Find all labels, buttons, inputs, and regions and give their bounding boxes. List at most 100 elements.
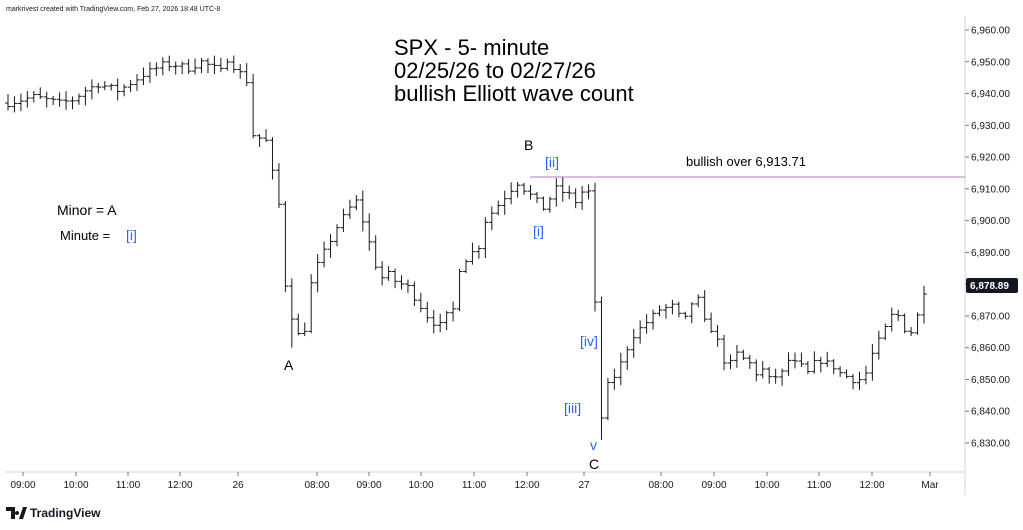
ohlc-bar (346, 199, 353, 219)
tradingview-logo-icon (6, 507, 27, 519)
x-tick-label: 11:00 (462, 480, 487, 491)
ohlc-bar (353, 195, 360, 211)
ohlc-bar (772, 368, 779, 384)
last-price-badge (966, 278, 1018, 293)
ohlc-bar (759, 360, 766, 379)
ohlc-bar (95, 83, 102, 94)
ohlc-bar (901, 313, 908, 334)
ohlc-bar (527, 185, 534, 200)
ohlc-bar (921, 285, 927, 324)
ohlc-bar (263, 129, 269, 142)
ohlc-bar (69, 96, 76, 110)
y-tick-label: 6,940.00 (971, 89, 1010, 100)
ohlc-bar (308, 274, 315, 334)
ohlc-bar (217, 57, 224, 73)
ohlc-bar (50, 96, 57, 105)
ohlc-bar (546, 196, 553, 213)
ohlc-bar (682, 311, 689, 319)
ohlc-bar (688, 302, 695, 324)
x-tick-label: 08:00 (304, 480, 329, 491)
ohlc-bar (830, 359, 837, 375)
x-tick-label: 27 (578, 480, 590, 491)
ohlc-bar (811, 351, 818, 374)
ohlc-bar (450, 301, 457, 322)
ohlc-bar (121, 84, 128, 97)
tradingview-logo: TradingView (6, 506, 101, 520)
ohlc-bar (250, 73, 257, 139)
ohlc-bar (282, 201, 289, 293)
ohlc-bar (605, 378, 611, 421)
ohlc-bar (63, 91, 69, 110)
x-tick-label: 10:00 (408, 480, 433, 491)
ohlc-bar (134, 74, 140, 91)
ohlc-bar (256, 134, 263, 147)
ohlc-bar (159, 57, 166, 76)
ohlc-bar (405, 279, 411, 294)
credit-text: markrivest created with TradingView.com,… (6, 6, 220, 13)
y-tick-label: 6,910.00 (971, 184, 1010, 195)
ohlc-bar (869, 343, 876, 381)
ohlc-bar (624, 346, 631, 370)
x-axis: 09:00 10:00 11:00 12:00 26 08:00 09:00 10:00 11:… (10, 472, 939, 491)
ohlc-bar (237, 64, 244, 79)
ohlc-bar (888, 307, 895, 332)
ohlc-bar (417, 292, 424, 313)
ohlc-bar (30, 90, 37, 103)
ohlc-bar (856, 371, 863, 391)
ohlc-bar (611, 368, 618, 390)
ohlc-bar (740, 349, 747, 361)
ohlc-bar (469, 242, 476, 265)
y-tick-label: 6,840.00 (971, 407, 1010, 418)
ohlc-bar (11, 96, 18, 113)
ohlc-bar (179, 61, 186, 75)
ohlc-bar (88, 79, 95, 100)
wave-v-label: v (590, 437, 597, 453)
ohlc-bar (501, 190, 508, 215)
y-tick-label: 6,850.00 (971, 375, 1010, 386)
ohlc-bar (824, 351, 831, 368)
ohlc-bar (482, 217, 489, 259)
wave-b-label: B (524, 137, 533, 153)
minor-a-label: Minor = A (57, 202, 117, 218)
ohlc-bar (424, 301, 431, 323)
ohlc-bar (243, 63, 250, 87)
ohlc-bar (147, 62, 153, 83)
ohlc-bar (817, 356, 824, 373)
ohlc-bar (198, 58, 205, 74)
ohlc-bar (437, 313, 444, 333)
ohlc-bar (372, 235, 379, 270)
ohlc-bar (663, 303, 669, 319)
ohlc-bar (798, 352, 805, 368)
ohlc-bar (779, 368, 785, 386)
ohlc-bar (398, 275, 405, 290)
ohlc-bar (301, 322, 308, 337)
ohlc-bar (553, 178, 560, 207)
ohlc-bar (269, 137, 276, 180)
ohlc-bar (166, 55, 173, 72)
y-tick-label: 6,950.00 (971, 57, 1010, 68)
ohlc-bar (598, 296, 605, 440)
ohlc-bar (334, 224, 340, 247)
ohlc-bar (650, 309, 656, 330)
wave-ii-label: [ii] (545, 154, 559, 170)
bullish-level-label: bullish over 6,913.71 (686, 154, 806, 169)
x-tick-label: 11:00 (116, 480, 141, 491)
ohlc-bar (17, 93, 24, 112)
x-tick-label: 09:00 (10, 480, 35, 491)
ohlc-bar (224, 58, 231, 71)
ohlc-bar (675, 301, 682, 318)
ohlc-bar (734, 344, 740, 368)
ohlc-bar (288, 278, 295, 348)
ohlc-bar (56, 92, 63, 107)
wave-iv-label: [iv] (580, 333, 598, 349)
wave-c-label: C (589, 456, 599, 472)
y-tick-label: 6,920.00 (971, 153, 1010, 164)
ohlc-bar (82, 86, 89, 106)
ohlc-bar (521, 182, 527, 195)
minute-i-label: [i] (126, 227, 137, 243)
ohlc-bar (534, 191, 540, 203)
y-tick-label: 6,900.00 (971, 216, 1010, 227)
ohlc-bar (753, 359, 760, 382)
x-tick-label: 10:00 (63, 480, 88, 491)
ohlc-bar (837, 366, 844, 377)
